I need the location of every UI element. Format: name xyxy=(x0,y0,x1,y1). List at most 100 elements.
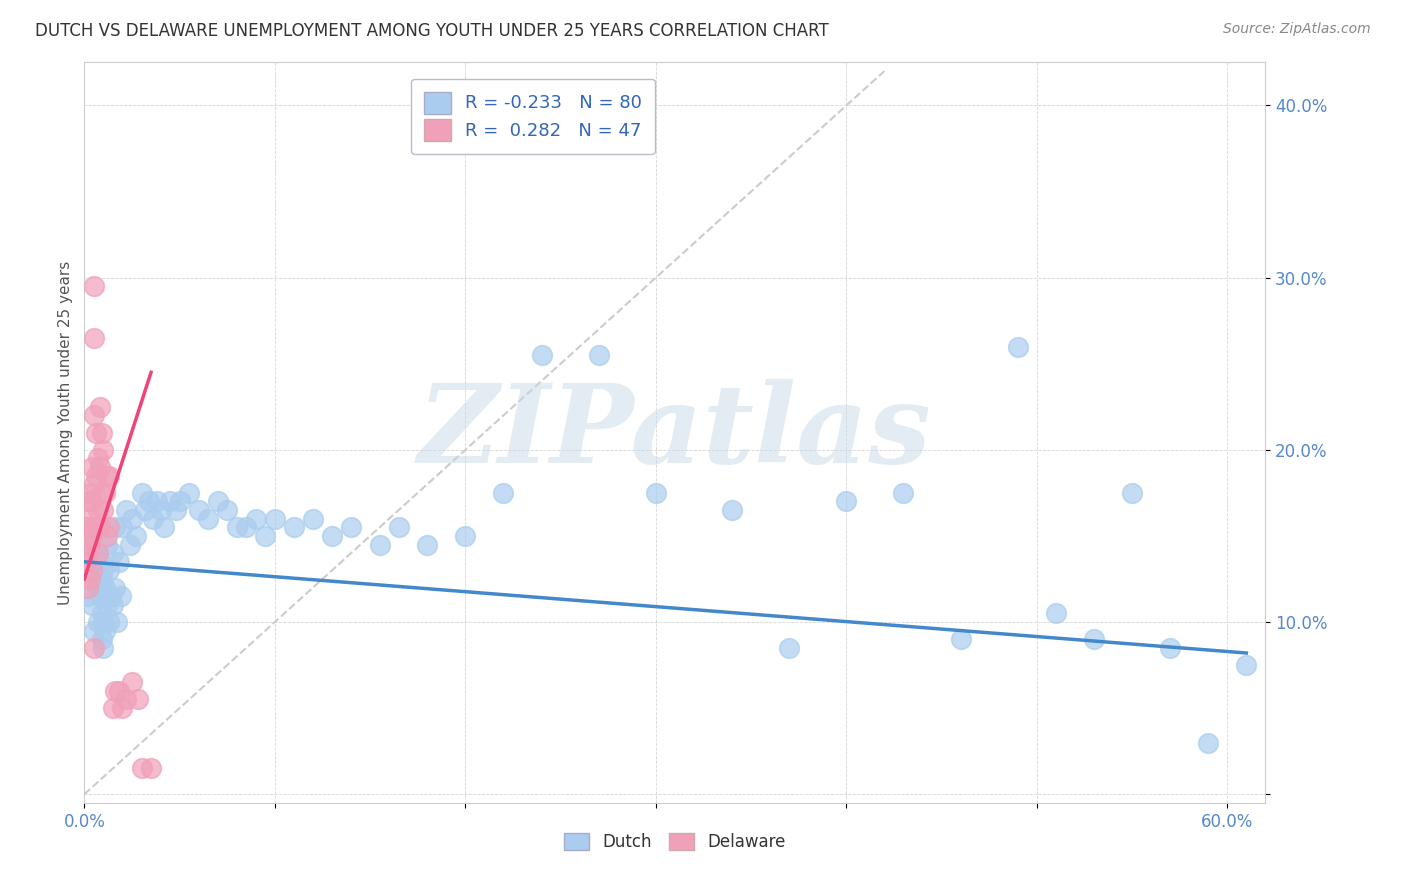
Point xyxy=(98,468,121,483)
Legend: Dutch, Delaware: Dutch, Delaware xyxy=(558,826,792,857)
Point xyxy=(1197,735,1219,749)
Point xyxy=(179,486,201,500)
Point xyxy=(165,503,187,517)
Point xyxy=(1234,658,1257,673)
Point xyxy=(83,409,105,423)
Point xyxy=(98,520,121,534)
Point xyxy=(835,494,858,508)
Point xyxy=(111,701,134,715)
Point xyxy=(115,692,138,706)
Point xyxy=(949,632,972,647)
Point xyxy=(207,494,229,508)
Point xyxy=(302,512,325,526)
Point xyxy=(107,555,129,569)
Point xyxy=(80,598,103,612)
Point xyxy=(86,451,108,466)
Point xyxy=(121,512,143,526)
Point xyxy=(83,640,105,655)
Point xyxy=(80,563,103,577)
Point xyxy=(79,537,101,551)
Point xyxy=(1159,640,1181,655)
Text: DUTCH VS DELAWARE UNEMPLOYMENT AMONG YOUTH UNDER 25 YEARS CORRELATION CHART: DUTCH VS DELAWARE UNEMPLOYMENT AMONG YOU… xyxy=(35,22,830,40)
Point xyxy=(104,581,127,595)
Point xyxy=(86,615,108,629)
Point xyxy=(454,529,477,543)
Point xyxy=(101,598,124,612)
Point xyxy=(197,512,219,526)
Point xyxy=(96,468,118,483)
Point xyxy=(89,555,111,569)
Point xyxy=(644,486,666,500)
Point xyxy=(77,589,100,603)
Point xyxy=(93,640,115,655)
Point xyxy=(83,477,105,491)
Point xyxy=(101,546,124,560)
Point xyxy=(134,503,156,517)
Point xyxy=(77,581,100,595)
Point xyxy=(75,520,97,534)
Point xyxy=(77,520,100,534)
Point xyxy=(96,529,118,543)
Point xyxy=(89,400,111,414)
Point xyxy=(107,684,129,698)
Point xyxy=(100,589,122,603)
Point xyxy=(225,520,247,534)
Point xyxy=(254,529,277,543)
Point xyxy=(131,486,153,500)
Point xyxy=(169,494,191,508)
Point xyxy=(321,529,343,543)
Point xyxy=(90,572,112,586)
Point xyxy=(149,503,172,517)
Point xyxy=(217,503,239,517)
Point xyxy=(368,537,391,551)
Point xyxy=(90,607,112,621)
Point xyxy=(159,494,181,508)
Point xyxy=(283,520,305,534)
Point xyxy=(93,503,115,517)
Point xyxy=(893,486,915,500)
Point xyxy=(79,563,101,577)
Point xyxy=(90,486,112,500)
Point xyxy=(125,529,148,543)
Point xyxy=(530,348,553,362)
Point xyxy=(235,520,257,534)
Point xyxy=(1045,607,1067,621)
Point xyxy=(1007,339,1029,353)
Point xyxy=(153,520,176,534)
Point xyxy=(89,589,111,603)
Text: ZIPatlas: ZIPatlas xyxy=(418,379,932,486)
Point xyxy=(115,503,138,517)
Point xyxy=(79,512,101,526)
Point xyxy=(89,460,111,475)
Point xyxy=(245,512,267,526)
Point xyxy=(86,546,108,560)
Point xyxy=(778,640,800,655)
Y-axis label: Unemployment Among Youth under 25 years: Unemployment Among Youth under 25 years xyxy=(58,260,73,605)
Point xyxy=(84,546,107,560)
Point xyxy=(80,460,103,475)
Point xyxy=(96,537,118,551)
Point xyxy=(83,624,105,638)
Point xyxy=(111,520,134,534)
Point xyxy=(388,520,411,534)
Point xyxy=(98,615,121,629)
Point xyxy=(84,425,107,440)
Point xyxy=(93,442,115,457)
Point xyxy=(83,572,105,586)
Point xyxy=(340,520,363,534)
Point xyxy=(104,684,127,698)
Point xyxy=(1121,486,1143,500)
Point xyxy=(93,589,115,603)
Point xyxy=(93,563,115,577)
Point xyxy=(86,503,108,517)
Point xyxy=(721,503,744,517)
Point xyxy=(75,537,97,551)
Point xyxy=(110,589,132,603)
Point xyxy=(96,598,118,612)
Point xyxy=(89,520,111,534)
Point xyxy=(416,537,439,551)
Point xyxy=(75,555,97,569)
Point xyxy=(77,546,100,560)
Point xyxy=(98,563,121,577)
Point xyxy=(131,761,153,775)
